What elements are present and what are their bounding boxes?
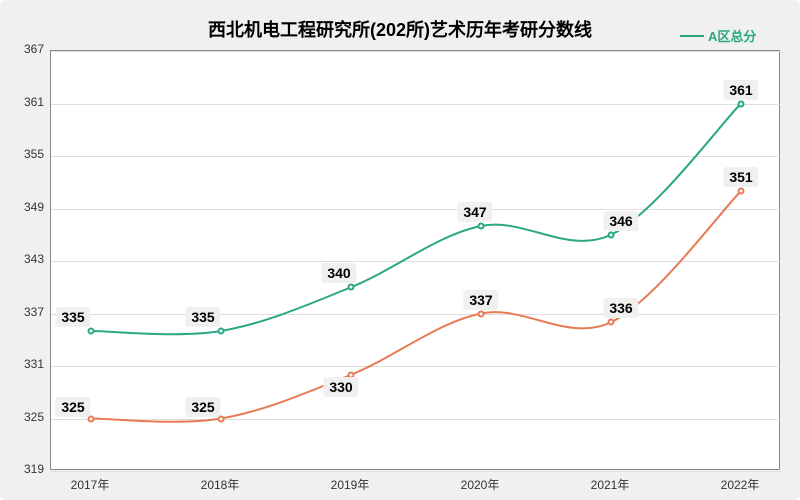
data-marker bbox=[608, 231, 615, 238]
x-tick-label: 2019年 bbox=[331, 476, 370, 493]
data-label: 346 bbox=[603, 211, 638, 231]
y-tick-label: 319 bbox=[24, 462, 44, 476]
x-tick-label: 2017年 bbox=[71, 476, 110, 493]
series-svg bbox=[51, 51, 781, 471]
y-tick-label: 325 bbox=[24, 410, 44, 424]
gridline bbox=[51, 471, 781, 472]
data-label: 325 bbox=[55, 397, 90, 417]
data-marker bbox=[738, 100, 745, 107]
x-tick-label: 2020年 bbox=[461, 476, 500, 493]
data-label: 351 bbox=[723, 167, 758, 187]
legend-swatch bbox=[680, 35, 704, 37]
data-label: 325 bbox=[185, 397, 220, 417]
y-tick-label: 355 bbox=[24, 147, 44, 161]
data-marker bbox=[88, 328, 95, 335]
legend-label: A区总分 bbox=[708, 26, 756, 45]
y-tick-label: 343 bbox=[24, 252, 44, 266]
y-tick-label: 337 bbox=[24, 305, 44, 319]
y-tick-label: 361 bbox=[24, 95, 44, 109]
data-label: 340 bbox=[321, 263, 356, 283]
data-label: 330 bbox=[323, 377, 358, 397]
y-tick-label: 349 bbox=[24, 200, 44, 214]
y-tick-label: 367 bbox=[24, 42, 44, 56]
data-marker bbox=[478, 223, 485, 230]
data-label: 335 bbox=[55, 307, 90, 327]
x-tick-label: 2022年 bbox=[721, 476, 760, 493]
data-marker bbox=[218, 328, 225, 335]
x-tick-label: 2021年 bbox=[591, 476, 630, 493]
plot-area: 335 335 340 347 346 361 325 325 330 337 336 351 bbox=[50, 50, 780, 470]
data-label: 336 bbox=[603, 298, 638, 318]
data-marker bbox=[608, 319, 615, 326]
data-label: 361 bbox=[723, 80, 758, 100]
data-marker bbox=[478, 310, 485, 317]
legend-item: A区总分 bbox=[680, 26, 756, 45]
chart-container: 西北机电工程研究所(202所)艺术历年考研分数线 A区总分B区总分 335335… bbox=[0, 0, 800, 500]
data-label: 347 bbox=[457, 202, 492, 222]
data-marker bbox=[348, 284, 355, 291]
data-label: 335 bbox=[185, 307, 220, 327]
data-marker bbox=[738, 188, 745, 195]
y-tick-label: 331 bbox=[24, 357, 44, 371]
data-label: 337 bbox=[463, 290, 498, 310]
x-tick-label: 2018年 bbox=[201, 476, 240, 493]
